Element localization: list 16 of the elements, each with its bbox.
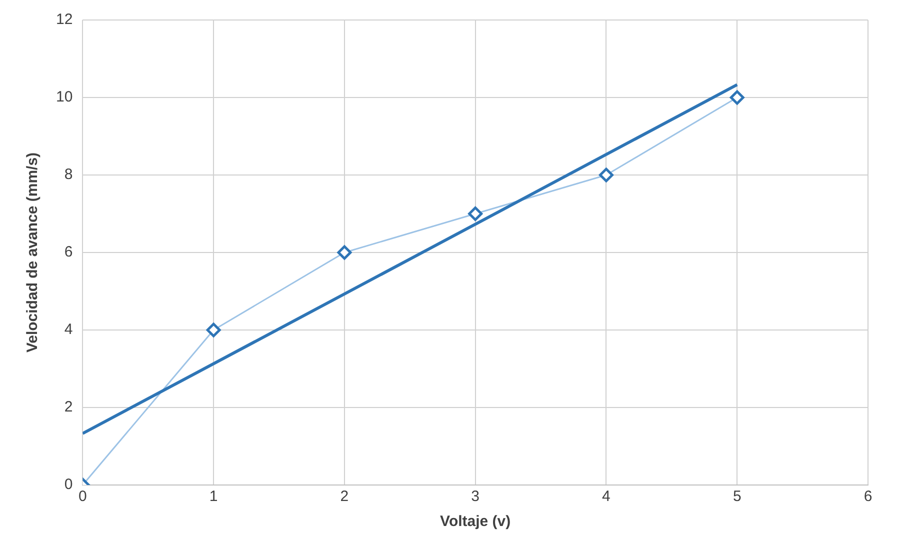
y-axis-title: Velocidad de avance (mm/s): [24, 152, 42, 353]
x-tick-label: 3: [471, 488, 480, 506]
x-tick-label: 2: [340, 488, 349, 506]
y-tick-label: 8: [64, 166, 73, 184]
x-tick-label: 0: [78, 488, 87, 506]
y-tick-label: 0: [64, 476, 73, 494]
y-tick-label: 10: [56, 88, 73, 106]
x-tick-label: 5: [732, 488, 742, 506]
y-tick-label: 12: [56, 11, 73, 28]
x-tick-label: 1: [209, 488, 218, 506]
y-tick-label: 2: [64, 398, 73, 416]
y-tick-label: 6: [64, 244, 73, 261]
x-axis-title: Voltaje (v): [440, 513, 511, 530]
x-tick-label: 6: [864, 488, 872, 506]
y-tick-label: 4: [64, 321, 73, 338]
x-tick-label: 4: [602, 488, 610, 506]
